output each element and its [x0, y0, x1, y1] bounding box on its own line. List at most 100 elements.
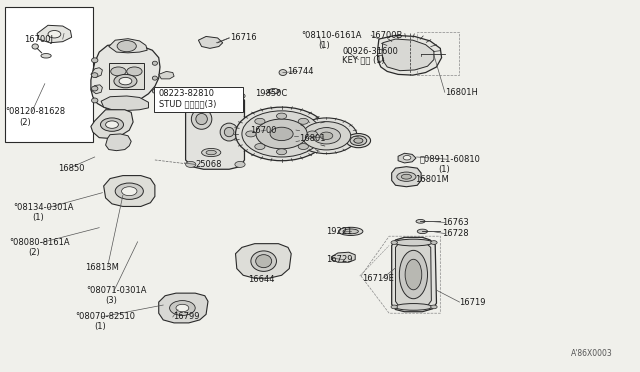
Polygon shape	[198, 36, 223, 48]
Text: (1): (1)	[319, 41, 330, 50]
Text: 16799: 16799	[173, 312, 199, 321]
Circle shape	[119, 77, 132, 85]
Text: 16700: 16700	[250, 126, 276, 135]
Circle shape	[115, 183, 143, 199]
Text: KEY キー (1): KEY キー (1)	[342, 56, 385, 65]
Text: 16729: 16729	[326, 255, 353, 264]
Text: 16744: 16744	[287, 67, 313, 76]
Ellipse shape	[346, 134, 371, 148]
Ellipse shape	[202, 148, 221, 157]
Text: 16644: 16644	[248, 275, 275, 284]
Circle shape	[122, 187, 137, 196]
Circle shape	[236, 107, 328, 161]
Ellipse shape	[343, 229, 358, 234]
Ellipse shape	[152, 61, 157, 65]
Circle shape	[255, 144, 265, 150]
Circle shape	[256, 119, 307, 149]
Ellipse shape	[279, 70, 287, 76]
Circle shape	[117, 41, 136, 52]
Polygon shape	[378, 35, 442, 75]
Ellipse shape	[92, 73, 98, 78]
Polygon shape	[382, 39, 434, 71]
Ellipse shape	[220, 123, 238, 141]
Polygon shape	[159, 293, 208, 323]
Text: °08134-0301A: °08134-0301A	[13, 203, 74, 212]
Polygon shape	[392, 237, 436, 312]
Polygon shape	[396, 241, 431, 309]
Circle shape	[269, 89, 278, 94]
Ellipse shape	[399, 250, 428, 299]
Polygon shape	[398, 153, 416, 163]
Ellipse shape	[350, 136, 367, 145]
Ellipse shape	[152, 89, 157, 93]
Circle shape	[255, 118, 265, 124]
Circle shape	[100, 118, 124, 131]
Ellipse shape	[92, 98, 98, 103]
Ellipse shape	[339, 227, 363, 235]
Ellipse shape	[416, 219, 425, 223]
Text: 16813M: 16813M	[85, 263, 119, 272]
Polygon shape	[186, 91, 244, 169]
Text: ⓝ08911-60810: ⓝ08911-60810	[419, 155, 480, 164]
Circle shape	[48, 31, 61, 38]
Polygon shape	[392, 167, 421, 187]
Polygon shape	[91, 68, 102, 77]
Circle shape	[298, 118, 308, 124]
Ellipse shape	[394, 239, 433, 246]
Polygon shape	[236, 244, 291, 278]
Ellipse shape	[92, 58, 98, 62]
Ellipse shape	[152, 76, 157, 80]
Text: 19221: 19221	[326, 227, 353, 236]
Polygon shape	[109, 39, 147, 53]
Ellipse shape	[401, 174, 412, 179]
Ellipse shape	[395, 304, 432, 310]
Polygon shape	[91, 85, 102, 94]
Ellipse shape	[92, 86, 98, 91]
Text: °08110-6161A: °08110-6161A	[301, 31, 362, 40]
Text: 16801M: 16801M	[415, 175, 449, 184]
Text: 16801: 16801	[300, 134, 326, 143]
Circle shape	[246, 131, 256, 137]
Circle shape	[276, 149, 287, 155]
Polygon shape	[109, 63, 144, 89]
Ellipse shape	[251, 251, 276, 272]
Text: 25068: 25068	[195, 160, 221, 169]
Text: °08070-82510: °08070-82510	[76, 312, 136, 321]
Text: (1): (1)	[32, 213, 44, 222]
Text: 16719: 16719	[460, 298, 486, 307]
Circle shape	[186, 161, 196, 167]
Ellipse shape	[431, 241, 437, 244]
Polygon shape	[159, 71, 174, 79]
Ellipse shape	[405, 259, 422, 290]
Ellipse shape	[206, 150, 216, 155]
Text: (2): (2)	[19, 118, 31, 126]
Ellipse shape	[32, 44, 38, 49]
Circle shape	[276, 113, 287, 119]
Ellipse shape	[354, 138, 363, 143]
Bar	[154, 87, 243, 112]
Circle shape	[170, 301, 195, 315]
Text: (1): (1)	[438, 165, 450, 174]
Ellipse shape	[268, 89, 280, 93]
Circle shape	[235, 161, 245, 167]
Text: 16700J: 16700J	[24, 35, 53, 44]
Circle shape	[302, 122, 351, 150]
Circle shape	[296, 118, 357, 154]
Text: °08071-0301A: °08071-0301A	[86, 286, 147, 295]
Ellipse shape	[225, 127, 234, 137]
Circle shape	[242, 111, 321, 157]
Circle shape	[235, 93, 245, 99]
Ellipse shape	[417, 229, 428, 234]
Text: (3): (3)	[106, 296, 118, 305]
Text: 19850C: 19850C	[255, 89, 287, 98]
Polygon shape	[91, 110, 133, 138]
Circle shape	[298, 144, 308, 150]
Polygon shape	[37, 25, 72, 43]
Text: 16728: 16728	[442, 229, 468, 238]
Text: 16716: 16716	[230, 33, 257, 42]
Ellipse shape	[397, 172, 416, 181]
Circle shape	[307, 131, 317, 137]
Polygon shape	[106, 134, 131, 151]
Text: 16700B: 16700B	[370, 31, 403, 40]
Ellipse shape	[431, 305, 437, 309]
